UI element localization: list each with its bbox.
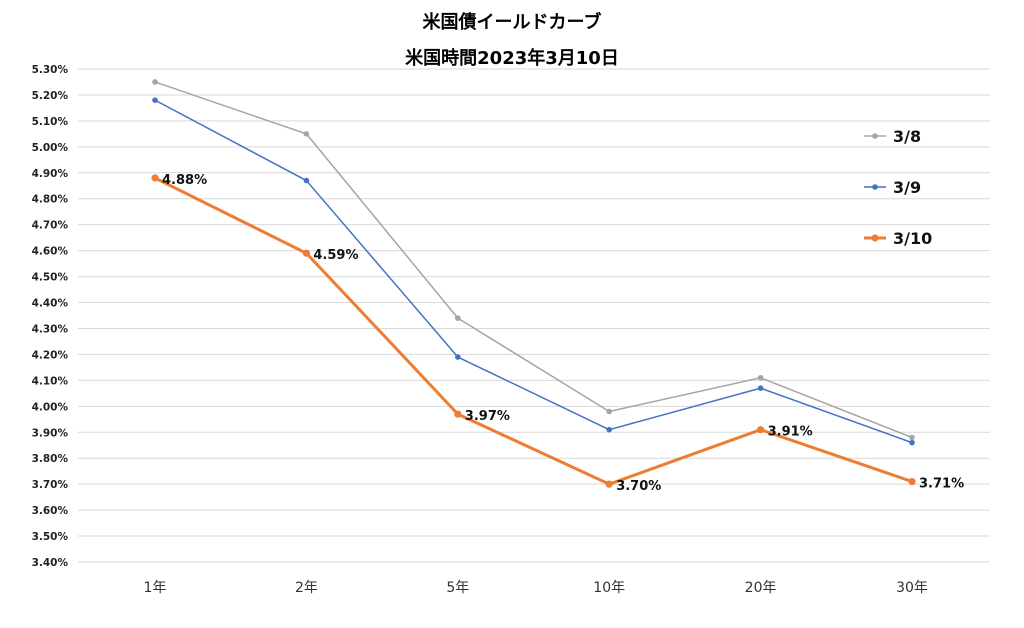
data-point (151, 174, 159, 182)
y-tick-label: 4.20% (32, 349, 69, 361)
y-tick-label: 5.20% (32, 90, 69, 102)
y-tick-label: 5.00% (32, 142, 69, 154)
series-line (154, 81, 913, 439)
legend-label: 3/9 (893, 178, 921, 197)
data-point (152, 97, 158, 103)
y-tick-label: 4.90% (32, 168, 69, 180)
data-point (455, 354, 461, 360)
data-point (302, 249, 310, 257)
x-tick-label: 10年 (593, 580, 625, 596)
legend-marker (872, 184, 878, 190)
series-line (154, 99, 913, 444)
y-tick-label: 4.80% (32, 194, 69, 206)
data-labels: 4.88% 4.59% 3.97% 3.70% 3.91% 3.71% (162, 173, 964, 494)
data-point (606, 426, 612, 433)
y-tick-label: 4.60% (32, 246, 69, 258)
data-point (455, 315, 461, 321)
y-tick-label: 3.50% (32, 531, 69, 543)
y-tick-label: 4.00% (32, 401, 69, 413)
x-tick-label: 5年 (446, 580, 469, 596)
data-point (303, 177, 310, 184)
legend-marker (871, 234, 879, 242)
data-point (909, 434, 915, 441)
gridlines (78, 68, 990, 563)
y-tick-label: 4.70% (32, 220, 69, 232)
y-tick-label: 3.70% (32, 479, 69, 491)
data-point (454, 410, 462, 418)
data-point (909, 439, 915, 446)
data-point (605, 480, 613, 488)
data-point (606, 408, 612, 415)
data-point (757, 374, 764, 381)
series-line (154, 176, 913, 486)
series-lines (151, 79, 916, 488)
x-tick-label: 2年 (295, 580, 318, 596)
x-tick-label: 20年 (745, 580, 777, 596)
y-tick-label: 5.10% (32, 116, 69, 128)
legend: 3/8 3/9 3/10 (864, 127, 932, 248)
y-tick-label: 3.60% (32, 505, 69, 517)
data-label: 3.71% (919, 477, 964, 492)
data-point (908, 477, 916, 486)
data-label: 4.59% (313, 248, 358, 263)
data-label: 3.70% (616, 479, 661, 494)
data-label: 4.88% (162, 173, 207, 188)
y-tick-label: 4.50% (32, 272, 69, 284)
y-tick-label: 4.30% (32, 323, 69, 335)
y-tick-label: 4.10% (32, 375, 69, 387)
chart-title-line-1: 米国債イールドカーブ (423, 11, 602, 33)
legend-label: 3/10 (893, 229, 932, 248)
y-tick-label: 3.40% (32, 557, 69, 569)
y-tick-label: 4.40% (32, 298, 69, 310)
y-axis-ticks: 5.30% 5.20% 5.10% 5.00% 4.90% 4.80% 4.70% 4.60%… (32, 64, 69, 569)
data-label: 3.91% (768, 425, 813, 440)
legend-label: 3/8 (893, 127, 921, 146)
chart-title-line-2: 米国時間2023年3月10日 (405, 47, 619, 69)
y-tick-label: 3.90% (32, 427, 69, 439)
y-tick-label: 3.80% (32, 453, 69, 465)
data-point (303, 131, 310, 137)
x-tick-label: 1年 (144, 580, 167, 596)
data-point (152, 79, 158, 85)
x-axis-ticks: 1年 2年 5年 10年 20年 30年 (144, 580, 928, 596)
data-point (757, 426, 765, 434)
x-tick-label: 30年 (896, 580, 928, 596)
data-label: 3.97% (465, 409, 510, 424)
legend-marker (872, 133, 878, 139)
y-tick-label: 5.30% (32, 64, 69, 76)
data-point (757, 385, 764, 391)
